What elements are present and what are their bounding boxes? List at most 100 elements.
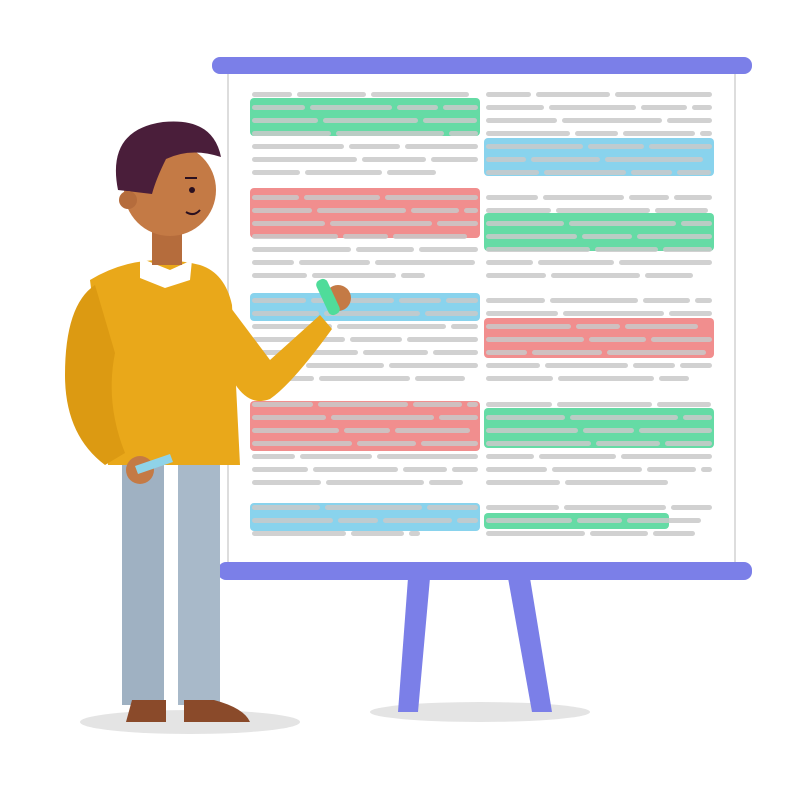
- text-line: [556, 208, 650, 213]
- text-line: [318, 402, 408, 407]
- text-line: [657, 402, 711, 407]
- text-line: [486, 311, 558, 316]
- text-line: [551, 273, 640, 278]
- text-line: [252, 195, 299, 200]
- text-line: [545, 363, 628, 368]
- collar: [140, 258, 192, 288]
- text-line: [421, 441, 478, 446]
- text-line: [667, 118, 712, 123]
- text-line: [633, 363, 675, 368]
- text-line: [393, 234, 467, 239]
- text-line: [375, 260, 475, 265]
- text-line: [486, 324, 571, 329]
- text-line: [252, 208, 312, 213]
- sweater: [90, 260, 240, 465]
- text-line: [252, 467, 308, 472]
- text-line: [486, 92, 531, 97]
- text-line: [387, 170, 436, 175]
- eye: [189, 187, 195, 193]
- text-line: [330, 221, 432, 226]
- text-line: [486, 415, 565, 420]
- easel-leg: [508, 578, 552, 712]
- text-line: [486, 531, 585, 536]
- text-line: [297, 92, 366, 97]
- text-line: [486, 350, 527, 355]
- text-line: [423, 118, 477, 123]
- text-line: [641, 105, 687, 110]
- text-line: [669, 311, 712, 316]
- text-line: [419, 247, 478, 252]
- text-line: [252, 221, 325, 226]
- text-line: [299, 260, 370, 265]
- text-line: [486, 363, 540, 368]
- text-line: [486, 247, 590, 252]
- text-line: [331, 415, 434, 420]
- text-line: [413, 402, 462, 407]
- text-line: [405, 144, 478, 149]
- text-line: [403, 467, 447, 472]
- text-line: [539, 454, 616, 459]
- marker: [316, 278, 340, 316]
- board-top-rod: [212, 57, 752, 74]
- text-line: [351, 531, 404, 536]
- text-line: [683, 415, 712, 420]
- text-line: [582, 234, 632, 239]
- text-line: [486, 454, 534, 459]
- text-line: [357, 441, 416, 446]
- text-line: [486, 441, 591, 446]
- text-line: [443, 105, 478, 110]
- text-line: [252, 298, 306, 303]
- text-line: [486, 144, 583, 149]
- text-line: [349, 144, 400, 149]
- text-line: [451, 324, 478, 329]
- text-line: [486, 118, 557, 123]
- text-line: [589, 337, 646, 342]
- text-line: [452, 467, 478, 472]
- highlight: [250, 401, 480, 451]
- text-line: [429, 480, 463, 485]
- text-line: [486, 518, 572, 523]
- text-line: [252, 157, 357, 162]
- text-line: [317, 208, 406, 213]
- text-line: [305, 170, 382, 175]
- text-line: [655, 208, 708, 213]
- text-line: [663, 247, 712, 252]
- text-line: [595, 247, 658, 252]
- text-line: [457, 518, 478, 523]
- text-line: [486, 234, 577, 239]
- arm: [225, 300, 332, 402]
- text-line: [252, 415, 326, 420]
- text-line: [637, 234, 712, 239]
- board-bottom-rod: [218, 562, 752, 580]
- text-line: [486, 376, 553, 381]
- text-line: [701, 467, 712, 472]
- arm: [65, 285, 125, 465]
- text-line: [350, 337, 402, 342]
- text-line: [411, 208, 459, 213]
- text-line: [486, 208, 551, 213]
- text-line: [486, 467, 547, 472]
- text-line: [544, 170, 626, 175]
- text-line: [558, 376, 654, 381]
- text-line: [627, 518, 701, 523]
- text-line: [252, 260, 294, 265]
- text-line: [645, 273, 693, 278]
- text-line: [395, 428, 470, 433]
- text-line: [304, 195, 380, 200]
- text-line: [538, 260, 614, 265]
- text-line: [486, 505, 559, 510]
- text-line: [325, 505, 422, 510]
- text-line: [565, 480, 668, 485]
- text-line: [550, 298, 638, 303]
- text-line: [692, 105, 712, 110]
- text-line: [389, 363, 478, 368]
- text-line: [252, 170, 300, 175]
- text-line: [399, 298, 441, 303]
- text-line: [337, 324, 446, 329]
- text-line: [596, 441, 660, 446]
- text-line: [385, 195, 478, 200]
- text-line: [383, 518, 452, 523]
- text-line: [252, 311, 319, 316]
- text-line: [252, 105, 305, 110]
- text-line: [486, 298, 545, 303]
